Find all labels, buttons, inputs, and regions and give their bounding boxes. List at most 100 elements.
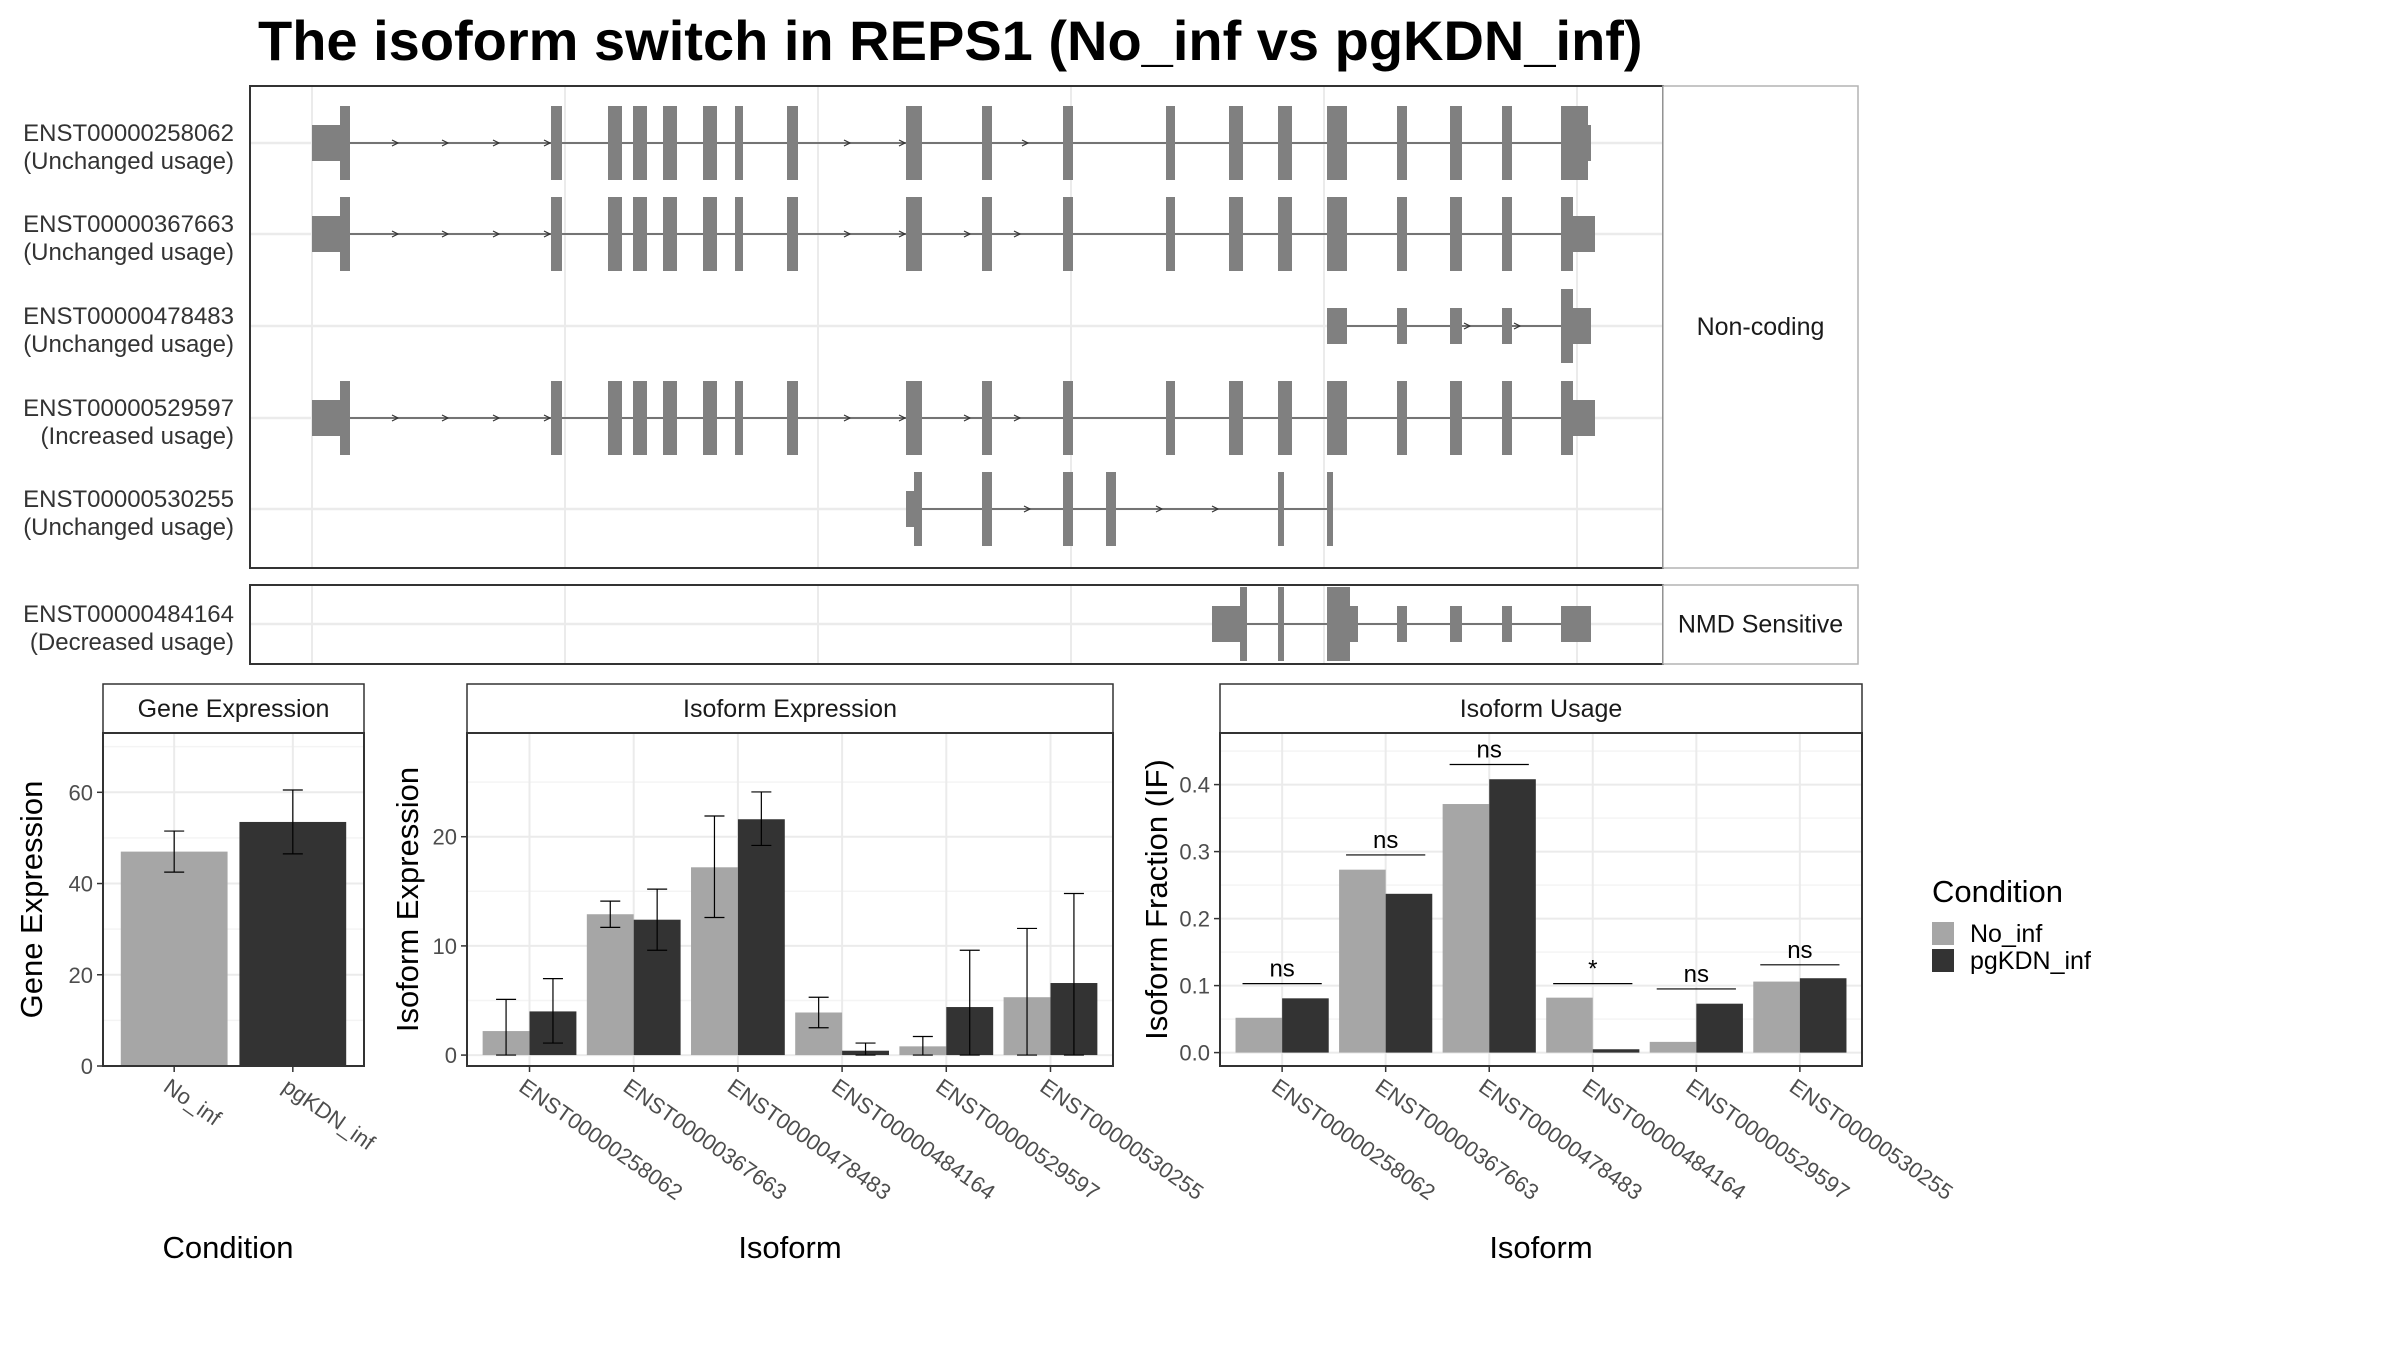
exon-14 bbox=[1278, 381, 1292, 455]
transcript-id-label: ENST00000367663 bbox=[23, 211, 234, 238]
intron-arrow-0 bbox=[1023, 505, 1032, 513]
exon-4 bbox=[1350, 606, 1358, 642]
exon-14 bbox=[1278, 106, 1292, 180]
intron-arrow-0 bbox=[391, 139, 400, 147]
exon-6 bbox=[1327, 472, 1333, 546]
transcript-usage-label: (Decreased usage) bbox=[30, 629, 234, 656]
exon-15 bbox=[1327, 197, 1347, 271]
exon-2 bbox=[1450, 308, 1462, 344]
chart-strip-label: Isoform Expression bbox=[683, 695, 897, 723]
chart-strip-label: Isoform Usage bbox=[1460, 695, 1623, 723]
bar-ENST00000478483-No_inf bbox=[1442, 804, 1490, 1053]
exon-15 bbox=[1327, 106, 1347, 180]
y-axis-title: Gene Expression bbox=[14, 781, 49, 1019]
bar-ENST00000478483-pgKDN_inf bbox=[1489, 779, 1536, 1053]
exon-11 bbox=[1063, 197, 1073, 271]
exon-16 bbox=[1397, 106, 1407, 180]
legend-swatch-No_inf bbox=[1932, 922, 1954, 945]
y-tick-label: 20 bbox=[433, 825, 457, 850]
exon-5 bbox=[1573, 308, 1591, 344]
y-tick-label: 0.1 bbox=[1179, 974, 1210, 999]
exon-12 bbox=[1166, 106, 1175, 180]
exon-0 bbox=[906, 491, 914, 527]
chart-strip bbox=[1219, 683, 1863, 734]
transcript-ENST00000367663: ENST00000367663(Unchanged usage) bbox=[23, 197, 1595, 271]
transcript-id-label: ENST00000530255 bbox=[23, 486, 234, 513]
intron-arrow-6 bbox=[963, 414, 972, 422]
figure-title: The isoform switch in REPS1 (No_inf vs p… bbox=[258, 9, 1643, 72]
exon-2 bbox=[551, 381, 562, 455]
exon-20 bbox=[1573, 216, 1595, 252]
bar-ENST00000484164-pgKDN_inf bbox=[1592, 1049, 1640, 1053]
transcript-ENST00000258062: ENST00000258062(Unchanged usage) bbox=[23, 106, 1591, 180]
intron-arrow-2 bbox=[492, 414, 501, 422]
transcript-usage-label: (Unchanged usage) bbox=[23, 239, 234, 266]
exon-4 bbox=[633, 381, 647, 455]
exon-3 bbox=[608, 381, 622, 455]
structure-group-strip bbox=[1662, 85, 1859, 569]
exon-18 bbox=[1502, 106, 1512, 180]
intron-arrow-0 bbox=[1463, 322, 1472, 330]
transcript-id-label: ENST00000258062 bbox=[23, 120, 234, 147]
structure-group-label: NMD Sensitive bbox=[1678, 611, 1843, 639]
transcript-ENST00000530255: ENST00000530255(Unchanged usage) bbox=[23, 472, 1333, 546]
transcript-usage-label: (Unchanged usage) bbox=[23, 148, 234, 175]
exon-2 bbox=[551, 197, 562, 271]
exon-9 bbox=[906, 381, 922, 455]
y-tick-label: 60 bbox=[69, 780, 93, 805]
exon-18 bbox=[1502, 197, 1512, 271]
bar-ENST00000367663-No_inf bbox=[586, 914, 634, 1056]
transcript-id-label: ENST00000529597 bbox=[23, 395, 234, 422]
exon-6 bbox=[703, 381, 717, 455]
intron-arrow-5 bbox=[898, 139, 907, 147]
transcript-usage-label: (Increased usage) bbox=[41, 423, 234, 450]
chart-2: Isoform Expression01020ENST00000258062EN… bbox=[390, 683, 1208, 1265]
exon-5 bbox=[1397, 606, 1407, 642]
exon-14 bbox=[1278, 197, 1292, 271]
exon-16 bbox=[1397, 197, 1407, 271]
exon-13 bbox=[1229, 197, 1243, 271]
significance-label-ENST00000367663: ns bbox=[1373, 827, 1398, 854]
exon-3 bbox=[608, 106, 622, 180]
y-tick-label: 40 bbox=[69, 872, 93, 897]
bar-ENST00000529597-No_inf bbox=[1649, 1041, 1697, 1053]
exon-0 bbox=[312, 216, 340, 252]
chart-panel-border bbox=[1219, 732, 1863, 1067]
x-axis-title: Isoform bbox=[1489, 1230, 1592, 1265]
intron-arrow-0 bbox=[391, 230, 400, 238]
intron-arrow-1 bbox=[441, 230, 450, 238]
transcript-id-label: ENST00000478483 bbox=[23, 303, 234, 330]
intron-arrow-7 bbox=[1013, 230, 1022, 238]
intron-arrow-7 bbox=[1013, 414, 1022, 422]
exon-17 bbox=[1450, 106, 1462, 180]
exon-1 bbox=[1397, 308, 1407, 344]
chart-strip bbox=[466, 683, 1114, 734]
exon-5 bbox=[663, 197, 677, 271]
exon-17 bbox=[1450, 381, 1462, 455]
exon-10 bbox=[982, 197, 992, 271]
intron-arrow-2 bbox=[492, 139, 501, 147]
y-tick-label: 0.0 bbox=[1179, 1041, 1210, 1066]
y-tick-label: 0 bbox=[445, 1043, 457, 1068]
bar-ENST00000530255-pgKDN_inf bbox=[1799, 978, 1847, 1053]
exon-19 bbox=[1561, 381, 1573, 455]
intron-arrow-3 bbox=[543, 414, 552, 422]
exon-5 bbox=[663, 381, 677, 455]
exon-3 bbox=[1327, 587, 1350, 661]
exon-17 bbox=[1450, 197, 1462, 271]
transcript-ENST00000529597: ENST00000529597(Increased usage) bbox=[23, 381, 1595, 455]
x-tick-label: pgKDN_inf bbox=[278, 1074, 380, 1156]
exon-4 bbox=[633, 106, 647, 180]
intron-arrow-1 bbox=[441, 414, 450, 422]
exon-11 bbox=[1063, 106, 1073, 180]
chart-panel-border bbox=[102, 732, 365, 1067]
exon-7 bbox=[735, 381, 743, 455]
y-tick-label: 0 bbox=[81, 1054, 93, 1079]
chart-3: Isoform Usage 0.0 0.1 0.2 0.3 0.4 ns ns ns * ns ns E… bbox=[1139, 683, 1958, 1265]
intron-arrow-5 bbox=[898, 414, 907, 422]
significance-label-ENST00000258062: ns bbox=[1269, 956, 1294, 983]
bar-ENST00000529597-pgKDN_inf bbox=[1696, 1003, 1743, 1053]
exon-0 bbox=[312, 400, 340, 436]
